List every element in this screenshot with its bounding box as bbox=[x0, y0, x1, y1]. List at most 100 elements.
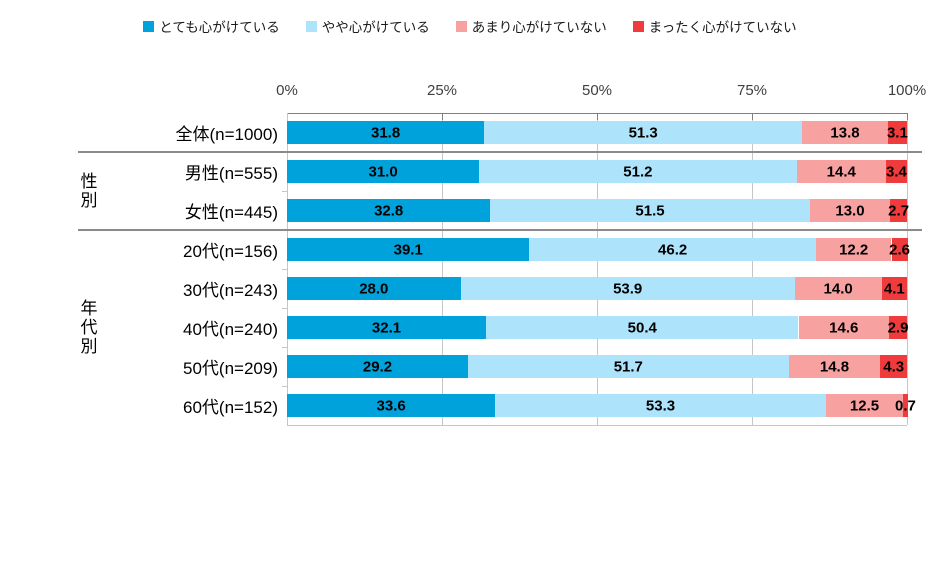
row-group-label: 性別 bbox=[77, 172, 97, 210]
category-label: 30代(n=243) bbox=[183, 281, 278, 300]
legend-swatch bbox=[632, 20, 644, 32]
category-label: 60代(n=152) bbox=[183, 398, 278, 417]
bar-value-label: 32.8 bbox=[374, 202, 404, 219]
bar-value-label: 51.7 bbox=[613, 358, 643, 375]
bar-segment-series-1: 31.0 bbox=[287, 160, 480, 183]
legend-label: とても心がけている bbox=[159, 20, 280, 35]
bar-segment-series-3: 14.4 bbox=[796, 160, 886, 183]
bar-value-label: 39.1 bbox=[393, 241, 423, 258]
bar-segment-series-3: 14.0 bbox=[794, 277, 882, 300]
x-axis-tick-mark bbox=[597, 113, 598, 120]
gridline bbox=[442, 113, 443, 425]
gridline bbox=[597, 113, 598, 425]
category-label: 男性(n=555) bbox=[184, 164, 278, 183]
bar-segment-series-3: 14.6 bbox=[798, 316, 890, 339]
bar-segment-series-4: 3.1 bbox=[886, 121, 908, 144]
bar-value-label: 4.3 bbox=[883, 358, 905, 375]
legend-swatch bbox=[305, 20, 317, 32]
group-divider-line bbox=[78, 151, 922, 153]
plot-bottom-border bbox=[287, 425, 907, 426]
bar-segment-series-1: 31.8 bbox=[287, 121, 485, 144]
bar-value-label: 50.4 bbox=[627, 319, 657, 336]
bar-value-label: 2.7 bbox=[888, 202, 910, 219]
x-axis-tick-mark bbox=[907, 113, 908, 120]
bar-segment-series-2: 51.5 bbox=[490, 199, 810, 222]
bar-value-label: 2.6 bbox=[889, 241, 910, 258]
bar-value-label: 14.8 bbox=[819, 358, 850, 375]
category-label: 全体(n=1000) bbox=[175, 125, 278, 144]
bar-segment-series-4: 4.1 bbox=[881, 277, 907, 300]
bar-segment-series-2: 51.3 bbox=[484, 121, 803, 144]
bar-segment-series-1: 32.1 bbox=[287, 316, 487, 339]
x-axis-tick-label: 25% bbox=[426, 82, 458, 99]
bar-segment-series-4: 3.4 bbox=[885, 160, 907, 183]
bar-segment-series-1: 29.2 bbox=[287, 355, 469, 378]
bar-value-label: 32.1 bbox=[371, 319, 402, 336]
category-axis-tick-mark bbox=[282, 347, 287, 348]
legend-swatch bbox=[455, 20, 467, 32]
bar-segment-series-2: 53.9 bbox=[460, 277, 795, 300]
category-label: 40代(n=240) bbox=[183, 320, 278, 339]
bar-value-label: 12.5 bbox=[849, 397, 880, 414]
bar-value-label: 14.0 bbox=[823, 280, 853, 297]
bar-value-label: 28.0 bbox=[359, 280, 389, 297]
category-label: 50代(n=209) bbox=[183, 359, 278, 378]
x-axis-tick-mark bbox=[442, 113, 443, 120]
bar-value-label: 46.2 bbox=[658, 241, 688, 258]
bar-value-label: 12.2 bbox=[839, 241, 869, 258]
category-axis-tick-mark bbox=[282, 269, 287, 270]
bar-segment-series-1: 32.8 bbox=[287, 199, 491, 222]
category-axis-tick-mark bbox=[282, 386, 287, 387]
x-axis-tick-label: 0% bbox=[276, 82, 298, 99]
bar-value-label: 2.9 bbox=[887, 319, 909, 336]
row-group-label: 年代別 bbox=[77, 299, 97, 356]
bar-segment-series-1: 28.0 bbox=[287, 277, 461, 300]
bar-value-label: 33.6 bbox=[376, 397, 406, 414]
legend-item: やや心がけている bbox=[305, 16, 430, 36]
category-axis-tick-mark bbox=[282, 191, 287, 192]
bar-value-label: 53.3 bbox=[645, 397, 676, 414]
bar-segment-series-3: 12.2 bbox=[815, 238, 892, 261]
y-axis-line bbox=[287, 113, 288, 425]
bar-segment-series-4: 4.3 bbox=[880, 355, 907, 378]
bar-value-label: 13.0 bbox=[835, 202, 865, 219]
bar-value-label: 13.8 bbox=[830, 124, 860, 141]
bar-segment-series-2: 51.7 bbox=[468, 355, 789, 378]
legend-item: まったく心がけていない bbox=[632, 16, 797, 36]
bar-value-label: 53.9 bbox=[613, 280, 643, 297]
x-axis-tick-label: 50% bbox=[581, 82, 613, 99]
x-axis-tick-label: 75% bbox=[736, 82, 768, 99]
bar-value-label: 31.8 bbox=[370, 124, 401, 141]
bar-segment-series-3: 13.0 bbox=[809, 199, 891, 222]
category-label: 20代(n=156) bbox=[183, 242, 278, 261]
bar-segment-series-2: 46.2 bbox=[529, 238, 816, 261]
legend-label: やや心がけている bbox=[321, 20, 430, 35]
x-axis-tick-label: 100% bbox=[887, 82, 927, 99]
group-divider-line bbox=[78, 229, 922, 231]
legend-label: まったく心がけていない bbox=[648, 20, 797, 35]
category-axis-tick-mark bbox=[282, 308, 287, 309]
bar-value-label: 4.1 bbox=[883, 280, 905, 297]
bar-segment-series-1: 39.1 bbox=[287, 238, 530, 261]
bar-value-label: 14.4 bbox=[826, 163, 856, 180]
legend-item: あまり心がけていない bbox=[455, 16, 607, 36]
bar-value-label: 51.2 bbox=[623, 163, 653, 180]
bar-segment-series-3: 12.5 bbox=[825, 394, 904, 417]
gridline bbox=[907, 113, 908, 425]
bar-segment-series-2: 51.2 bbox=[479, 160, 797, 183]
bar-segment-series-3: 13.8 bbox=[802, 121, 888, 144]
bar-value-label: 29.2 bbox=[362, 358, 393, 375]
bar-value-label: 3.1 bbox=[886, 124, 908, 141]
bar-segment-series-3: 14.8 bbox=[788, 355, 881, 378]
bar-segment-series-4: 2.9 bbox=[887, 316, 909, 339]
category-label: 女性(n=445) bbox=[184, 203, 278, 222]
chart-legend: とても心がけている やや心がけている あまり心がけていない まったく心がけていない bbox=[0, 15, 940, 37]
x-axis-tick-mark bbox=[752, 113, 753, 120]
bar-segment-series-4: 2.6 bbox=[889, 238, 910, 261]
bar-value-label: 3.4 bbox=[886, 163, 907, 180]
bar-segment-series-2: 53.3 bbox=[495, 394, 826, 417]
bar-value-label: 31.0 bbox=[368, 163, 398, 180]
legend-item: とても心がけている bbox=[143, 16, 280, 36]
legend-label: あまり心がけていない bbox=[471, 20, 607, 35]
